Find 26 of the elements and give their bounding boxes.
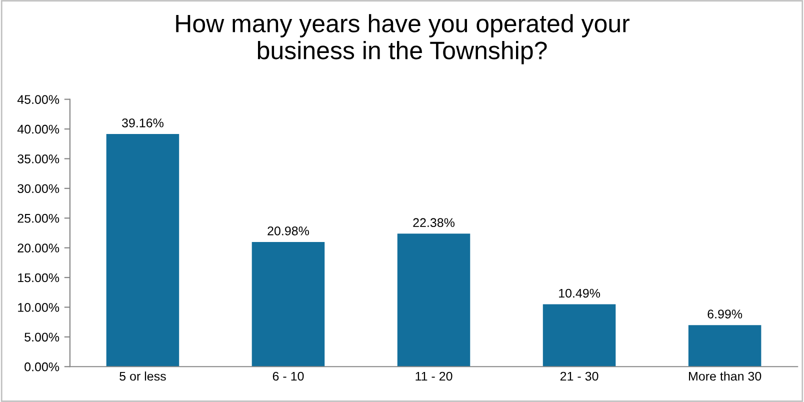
chart-title: How many years have you operated your business in the Township?: [176, 14, 630, 64]
y-tick-label: 40.00%: [17, 124, 60, 134]
x-tick-label: 21 - 30: [560, 372, 598, 381]
y-tick-label: 35.00%: [18, 154, 60, 164]
bar: [542, 304, 616, 367]
y-tick-label: 5.00%: [24, 332, 60, 342]
data-label: 20.98%: [268, 226, 309, 236]
bar: [397, 234, 470, 367]
x-tick-label: 11 - 20: [416, 372, 452, 381]
y-tick-label: 45.00%: [17, 95, 60, 104]
data-label: 10.49%: [559, 288, 600, 298]
y-tick-label: 10.00%: [18, 303, 60, 312]
y-tick-label: 0.00%: [24, 362, 60, 372]
y-tick-label: 30.00%: [18, 184, 60, 194]
bar: [106, 134, 180, 367]
bar: [252, 242, 325, 367]
bar: [688, 325, 762, 367]
x-tick-label: 6 - 10: [272, 372, 304, 381]
x-tick-label: More than 30: [689, 371, 762, 381]
y-tick-label: 25.00%: [18, 214, 60, 223]
data-label: 6.99%: [708, 310, 742, 318]
x-tick-label: 5 or less: [120, 371, 166, 381]
data-label: 39.16%: [122, 118, 164, 128]
data-label: 22.38%: [413, 218, 455, 228]
y-tick-label: 15.00%: [18, 273, 60, 282]
y-tick-label: 20.00%: [18, 244, 60, 252]
